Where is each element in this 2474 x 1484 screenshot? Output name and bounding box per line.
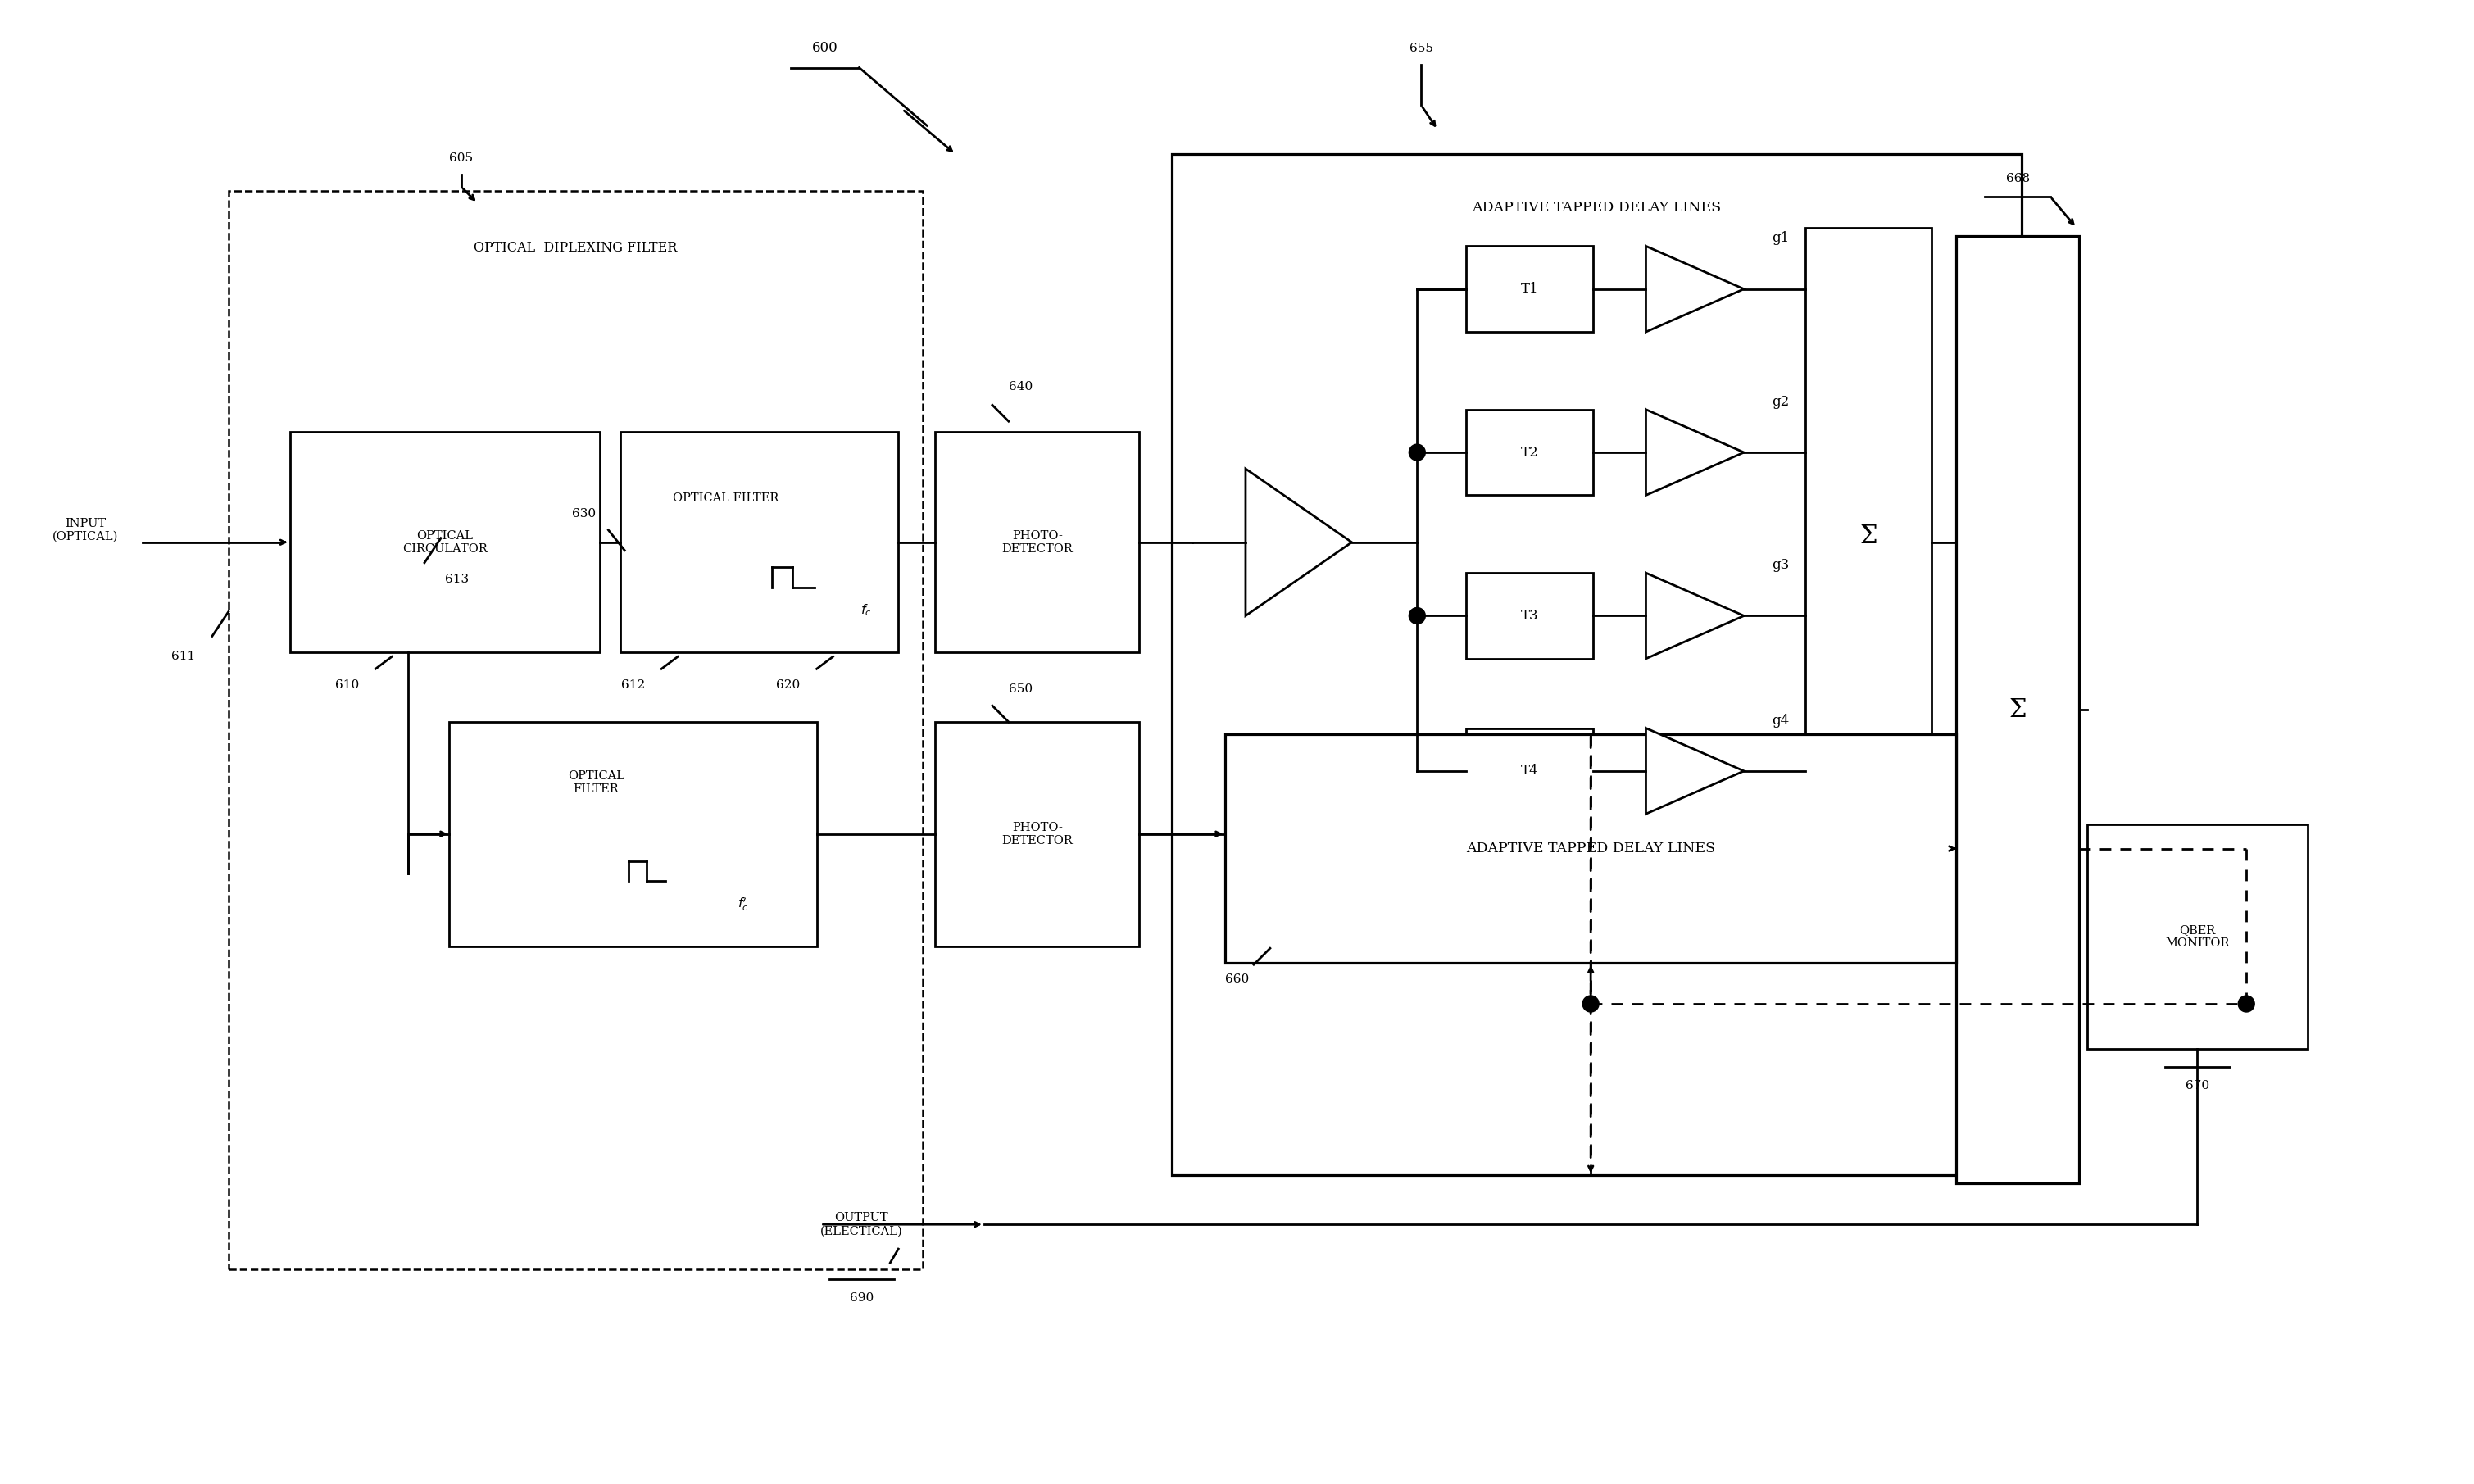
Text: g1: g1 [1771, 232, 1789, 245]
Text: $f_c'$: $f_c'$ [737, 895, 750, 913]
Text: g3: g3 [1771, 558, 1789, 573]
Bar [1467, 729, 1593, 813]
Text: 620: 620 [777, 680, 799, 692]
Text: T3: T3 [1522, 608, 1539, 623]
Text: OUTPUT
(ELECTICAL): OUTPUT (ELECTICAL) [821, 1212, 903, 1236]
Polygon shape [1244, 469, 1351, 616]
Text: 650: 650 [1009, 684, 1032, 695]
Text: QBER
MONITOR: QBER MONITOR [2165, 925, 2229, 948]
Bar [1806, 227, 1932, 844]
Bar [1467, 410, 1593, 496]
Text: Σ: Σ [2009, 697, 2026, 723]
Text: g2: g2 [1771, 395, 1789, 408]
Text: Σ: Σ [1860, 524, 1878, 549]
Text: OPTICAL FILTER: OPTICAL FILTER [673, 493, 779, 505]
Bar [1173, 154, 2021, 1175]
Polygon shape [1645, 573, 1744, 659]
Bar [1467, 246, 1593, 332]
Bar [935, 723, 1141, 947]
Circle shape [1410, 444, 1425, 460]
Text: 640: 640 [1009, 381, 1034, 393]
Text: 613: 613 [445, 573, 468, 585]
Circle shape [1410, 607, 1425, 623]
Bar [1467, 573, 1593, 659]
Text: T2: T2 [1522, 445, 1539, 460]
Bar [450, 723, 816, 947]
Text: PHOTO-
DETECTOR: PHOTO- DETECTOR [1002, 530, 1074, 555]
Text: 600: 600 [811, 42, 839, 55]
Text: 690: 690 [849, 1293, 873, 1303]
Text: T1: T1 [1522, 282, 1539, 295]
Polygon shape [1645, 729, 1744, 813]
Polygon shape [1645, 246, 1744, 332]
Text: T4: T4 [1522, 764, 1539, 778]
Text: g4: g4 [1771, 714, 1789, 727]
Bar [289, 432, 601, 653]
Text: 670: 670 [2185, 1080, 2209, 1091]
Circle shape [1583, 996, 1598, 1012]
Text: $f_c$: $f_c$ [861, 603, 871, 617]
Bar [621, 432, 898, 653]
Text: PHOTO-
DETECTOR: PHOTO- DETECTOR [1002, 822, 1074, 847]
Text: OPTICAL
CIRCULATOR: OPTICAL CIRCULATOR [403, 530, 487, 555]
Text: ADAPTIVE TAPPED DELAY LINES: ADAPTIVE TAPPED DELAY LINES [1472, 200, 1722, 214]
Text: OPTICAL
FILTER: OPTICAL FILTER [569, 770, 623, 795]
Text: 668: 668 [2006, 174, 2029, 184]
Text: 660: 660 [1225, 974, 1249, 985]
Bar [935, 432, 1141, 653]
Bar [228, 191, 923, 1269]
Text: ADAPTIVE TAPPED DELAY LINES: ADAPTIVE TAPPED DELAY LINES [1467, 841, 1714, 856]
Text: 610: 610 [334, 680, 359, 692]
Text: 655: 655 [1410, 42, 1432, 53]
Text: 611: 611 [171, 651, 195, 662]
Text: 605: 605 [450, 153, 473, 165]
Bar [1957, 236, 2078, 1184]
Bar [1225, 735, 1957, 963]
Text: OPTICAL  DIPLEXING FILTER: OPTICAL DIPLEXING FILTER [475, 242, 678, 255]
Circle shape [2239, 996, 2254, 1012]
Text: 630: 630 [571, 508, 596, 519]
Text: INPUT
(OPTICAL): INPUT (OPTICAL) [52, 518, 119, 542]
Text: 612: 612 [621, 680, 646, 692]
Bar [2088, 824, 2308, 1049]
Polygon shape [1645, 410, 1744, 496]
